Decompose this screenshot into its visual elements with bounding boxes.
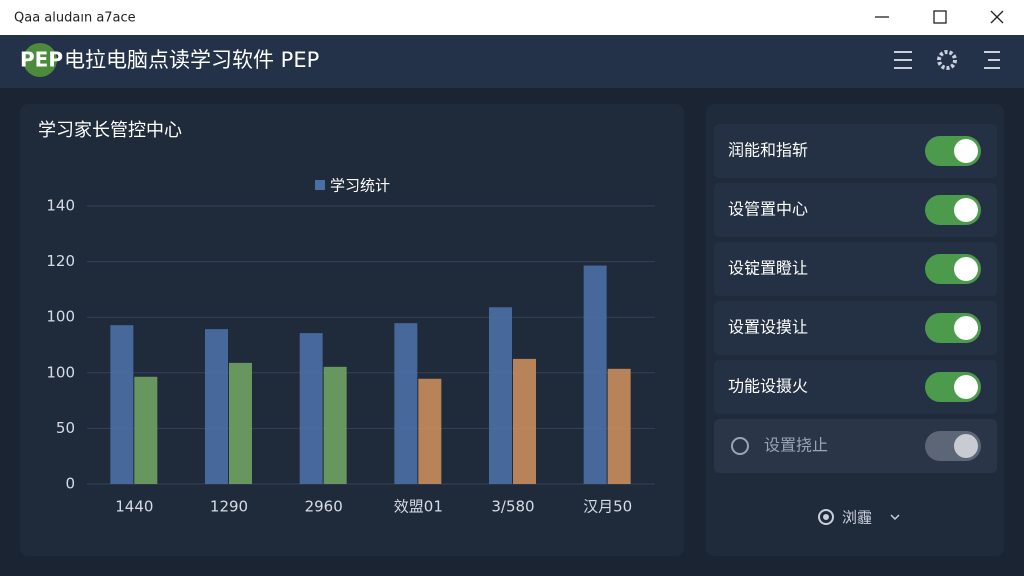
y-tick-label: 140 [46, 197, 75, 215]
setting-row [714, 360, 997, 414]
y-tick-label: 50 [56, 419, 75, 437]
footer-label[interactable]: 浏霾 [842, 509, 872, 527]
panel-title: 学习家长管控中心 [38, 120, 182, 141]
setting-row [714, 183, 997, 237]
setting-label: 润能和指斩 [728, 141, 808, 160]
x-tick-label: 1290 [210, 498, 248, 516]
setting-row [714, 301, 997, 355]
bar [134, 376, 158, 484]
x-tick-label: 3/580 [491, 498, 534, 516]
setting-row [714, 124, 997, 178]
maximize-button[interactable] [933, 10, 947, 24]
bar [323, 366, 347, 484]
setting-label: 设管置中心 [728, 200, 808, 219]
close-button[interactable] [990, 10, 1004, 24]
bar [229, 362, 252, 484]
setting-label: 设锭置瞪让 [728, 259, 808, 278]
legend-swatch [315, 180, 325, 190]
toggle-knob [954, 198, 978, 222]
setting-icon [731, 437, 749, 455]
bar [205, 329, 228, 484]
footer-radio-dot [823, 514, 829, 520]
legend-label: 学习统计 [330, 177, 390, 195]
y-tick-label: 100 [46, 308, 75, 326]
menu-icon[interactable] [894, 51, 912, 69]
x-tick-label: 1440 [115, 498, 153, 516]
bar [394, 323, 418, 484]
toggle-knob [954, 434, 978, 458]
bar [299, 333, 323, 484]
footer-radio[interactable] [818, 509, 834, 525]
setting-label: 功能设摄火 [728, 377, 808, 396]
toggle-knob [954, 375, 978, 399]
app-title: 电拉电脑点读学习软件 PEP [64, 48, 319, 72]
list-icon[interactable] [984, 51, 1000, 69]
bar [489, 307, 512, 484]
bar [607, 368, 631, 484]
bar [418, 378, 442, 484]
y-tick-label: 100 [46, 363, 75, 381]
x-tick-label: 效盟01 [394, 498, 443, 516]
bar [513, 358, 536, 484]
chart: 140 120 100 100 50 0 学习统计 1440 1290 2960 效盟01 3/580… [46, 177, 655, 516]
app-header [0, 35, 1024, 88]
setting-label: 设置设摸让 [728, 318, 808, 337]
bar [583, 265, 607, 484]
x-tick-label: 汉月50 [583, 498, 632, 516]
bar [110, 325, 134, 484]
setting-label: 设置挠止 [764, 436, 828, 455]
window-title: Qaa aludaın a7ace [14, 11, 136, 26]
settings-icon[interactable] [937, 50, 957, 70]
toggle-knob [954, 139, 978, 163]
footer-chevron[interactable] [890, 514, 900, 521]
logo: PEP [20, 48, 63, 72]
toggle-knob [954, 257, 978, 281]
y-tick-label: 0 [65, 475, 75, 493]
toggle-knob [954, 316, 978, 340]
logo-badge [23, 43, 57, 77]
y-tick-label: 120 [46, 252, 75, 270]
title-bar [0, 0, 1024, 35]
setting-row [714, 242, 997, 296]
x-tick-label: 2960 [305, 498, 343, 516]
setting-row [714, 419, 997, 473]
